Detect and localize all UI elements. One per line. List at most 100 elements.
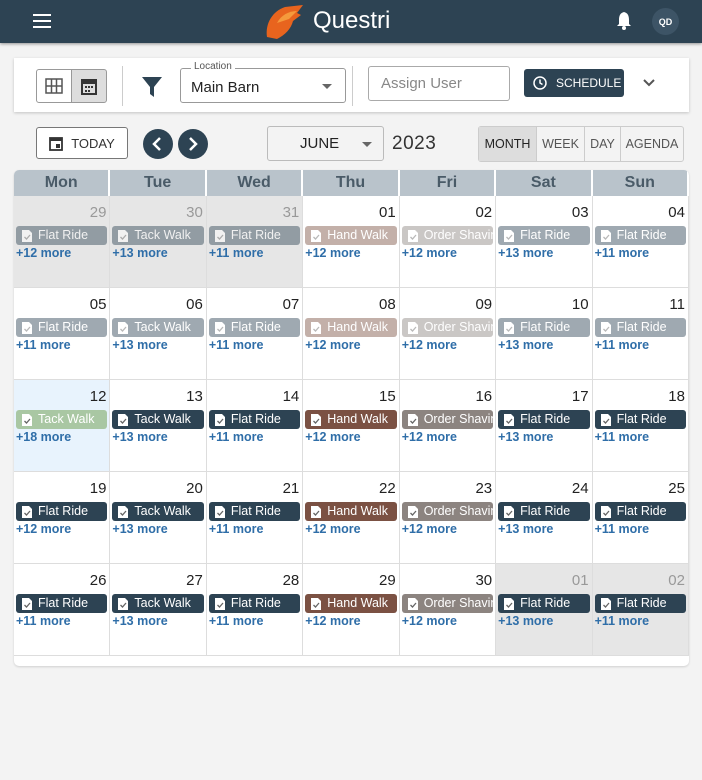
day-cell[interactable]: 05 Flat Ride +11 more	[14, 288, 111, 380]
event-chip[interactable]: Hand Walk	[305, 502, 397, 521]
event-chip[interactable]: Flat Ride	[594, 226, 686, 245]
day-cell[interactable]: 23 Order Shavings +12 more	[399, 472, 497, 564]
day-cell[interactable]: 04 Flat Ride +11 more	[592, 196, 689, 288]
event-chip[interactable]: Flat Ride	[498, 594, 590, 613]
calendar-view-button[interactable]	[71, 69, 107, 103]
more-link[interactable]: +12 more	[401, 614, 457, 628]
view-tab[interactable]: AGENDA	[625, 137, 679, 151]
day-cell[interactable]: 30 Tack Walk +13 more	[110, 196, 207, 288]
more-link[interactable]: +11 more	[594, 338, 650, 352]
event-chip[interactable]: Flat Ride	[498, 502, 590, 521]
day-cell[interactable]: 29 Flat Ride +12 more	[14, 196, 111, 288]
day-cell[interactable]: 10 Flat Ride +13 more	[496, 288, 593, 380]
day-cell[interactable]: 01 Hand Walk +12 more	[303, 196, 400, 288]
filter-button[interactable]	[142, 77, 162, 97]
more-link[interactable]: +12 more	[16, 522, 72, 536]
day-cell[interactable]: 02 Order Shavings +12 more	[399, 196, 497, 288]
more-link[interactable]: +12 more	[305, 522, 361, 536]
day-cell[interactable]: 17 Flat Ride +13 more	[496, 380, 593, 472]
event-chip[interactable]: Flat Ride	[16, 318, 108, 337]
day-cell[interactable]: 28 Flat Ride +11 more	[206, 564, 304, 656]
day-cell[interactable]: 25 Flat Ride +11 more	[592, 472, 689, 564]
day-cell[interactable]: 19 Flat Ride +12 more	[14, 472, 111, 564]
event-chip[interactable]: Order Shavings	[401, 410, 494, 429]
event-chip[interactable]: Flat Ride	[16, 594, 108, 613]
event-chip[interactable]: Flat Ride	[208, 226, 301, 245]
event-chip[interactable]: Order Shavings	[401, 318, 494, 337]
day-cell[interactable]: 03 Flat Ride +13 more	[496, 196, 593, 288]
more-link[interactable]: +13 more	[498, 338, 554, 352]
event-chip[interactable]: Tack Walk	[16, 410, 108, 429]
menu-button[interactable]	[33, 13, 53, 29]
avatar[interactable]: QD	[652, 8, 679, 35]
view-tab[interactable]: MONTH	[479, 127, 537, 161]
more-link[interactable]: +12 more	[401, 522, 457, 536]
event-chip[interactable]: Flat Ride	[208, 502, 301, 521]
day-cell[interactable]: 27 Tack Walk +13 more	[110, 564, 207, 656]
today-button[interactable]: TODAY	[36, 127, 128, 159]
assign-user-input[interactable]: Assign User	[368, 66, 510, 101]
location-select[interactable]: Location Main Barn	[180, 61, 346, 103]
next-button[interactable]	[178, 129, 208, 159]
day-cell[interactable]: 24 Flat Ride +13 more	[496, 472, 593, 564]
event-chip[interactable]: Flat Ride	[16, 502, 108, 521]
event-chip[interactable]: Tack Walk	[112, 502, 204, 521]
day-cell[interactable]: 09 Order Shavings +12 more	[399, 288, 497, 380]
more-link[interactable]: +12 more	[401, 246, 457, 260]
more-link[interactable]: +11 more	[594, 246, 650, 260]
event-chip[interactable]: Flat Ride	[208, 318, 301, 337]
event-chip[interactable]: Flat Ride	[208, 410, 301, 429]
day-cell[interactable]: 12 Tack Walk +18 more	[14, 380, 111, 472]
event-chip[interactable]: Flat Ride	[594, 410, 686, 429]
event-chip[interactable]: Tack Walk	[112, 410, 204, 429]
day-cell[interactable]: 07 Flat Ride +11 more	[206, 288, 304, 380]
event-chip[interactable]: Hand Walk	[305, 410, 397, 429]
day-cell[interactable]: 01 Flat Ride +13 more	[496, 564, 593, 656]
prev-button[interactable]	[143, 129, 173, 159]
day-cell[interactable]: 31 Flat Ride +11 more	[206, 196, 304, 288]
more-link[interactable]: +13 more	[112, 430, 168, 444]
notifications[interactable]	[615, 11, 633, 31]
more-link[interactable]: +12 more	[305, 246, 361, 260]
day-cell[interactable]: 02 Flat Ride +11 more	[592, 564, 689, 656]
more-link[interactable]: +13 more	[112, 614, 168, 628]
day-cell[interactable]: 30 Order Shavings +12 more	[399, 564, 497, 656]
event-chip[interactable]: Hand Walk	[305, 318, 397, 337]
month-select[interactable]: JUNE	[267, 126, 384, 161]
day-cell[interactable]: 15 Hand Walk +12 more	[303, 380, 400, 472]
event-chip[interactable]: Flat Ride	[498, 318, 590, 337]
more-link[interactable]: +11 more	[594, 614, 650, 628]
day-cell[interactable]: 11 Flat Ride +11 more	[592, 288, 689, 380]
day-cell[interactable]: 16 Order Shavings +12 more	[399, 380, 497, 472]
schedule-button[interactable]: SCHEDULE	[524, 69, 624, 97]
day-cell[interactable]: 13 Tack Walk +13 more	[110, 380, 207, 472]
day-cell[interactable]: 18 Flat Ride +11 more	[592, 380, 689, 472]
more-link[interactable]: +11 more	[208, 614, 264, 628]
event-chip[interactable]: Tack Walk	[112, 318, 204, 337]
day-cell[interactable]: 20 Tack Walk +13 more	[110, 472, 207, 564]
more-link[interactable]: +12 more	[305, 338, 361, 352]
day-cell[interactable]: 22 Hand Walk +12 more	[303, 472, 400, 564]
event-chip[interactable]: Flat Ride	[208, 594, 301, 613]
more-link[interactable]: +13 more	[498, 430, 554, 444]
more-link[interactable]: +11 more	[594, 430, 650, 444]
day-cell[interactable]: 06 Tack Walk +13 more	[110, 288, 207, 380]
view-tab[interactable]: WEEK	[537, 127, 585, 161]
more-link[interactable]: +11 more	[16, 338, 71, 352]
event-chip[interactable]: Flat Ride	[594, 318, 686, 337]
more-link[interactable]: +11 more	[208, 246, 264, 260]
more-link[interactable]: +12 more	[401, 430, 457, 444]
event-chip[interactable]: Flat Ride	[498, 410, 590, 429]
more-link[interactable]: +11 more	[208, 522, 264, 536]
event-chip[interactable]: Flat Ride	[498, 226, 590, 245]
day-cell[interactable]: 26 Flat Ride +11 more	[14, 564, 111, 656]
more-link[interactable]: +13 more	[112, 246, 168, 260]
more-link[interactable]: +12 more	[401, 338, 457, 352]
more-link[interactable]: +11 more	[594, 522, 650, 536]
event-chip[interactable]: Hand Walk	[305, 594, 397, 613]
event-chip[interactable]: Order Shavings	[401, 226, 494, 245]
more-link[interactable]: +11 more	[16, 614, 71, 628]
day-cell[interactable]: 08 Hand Walk +12 more	[303, 288, 400, 380]
more-link[interactable]: +13 more	[498, 614, 554, 628]
event-chip[interactable]: Flat Ride	[594, 502, 686, 521]
